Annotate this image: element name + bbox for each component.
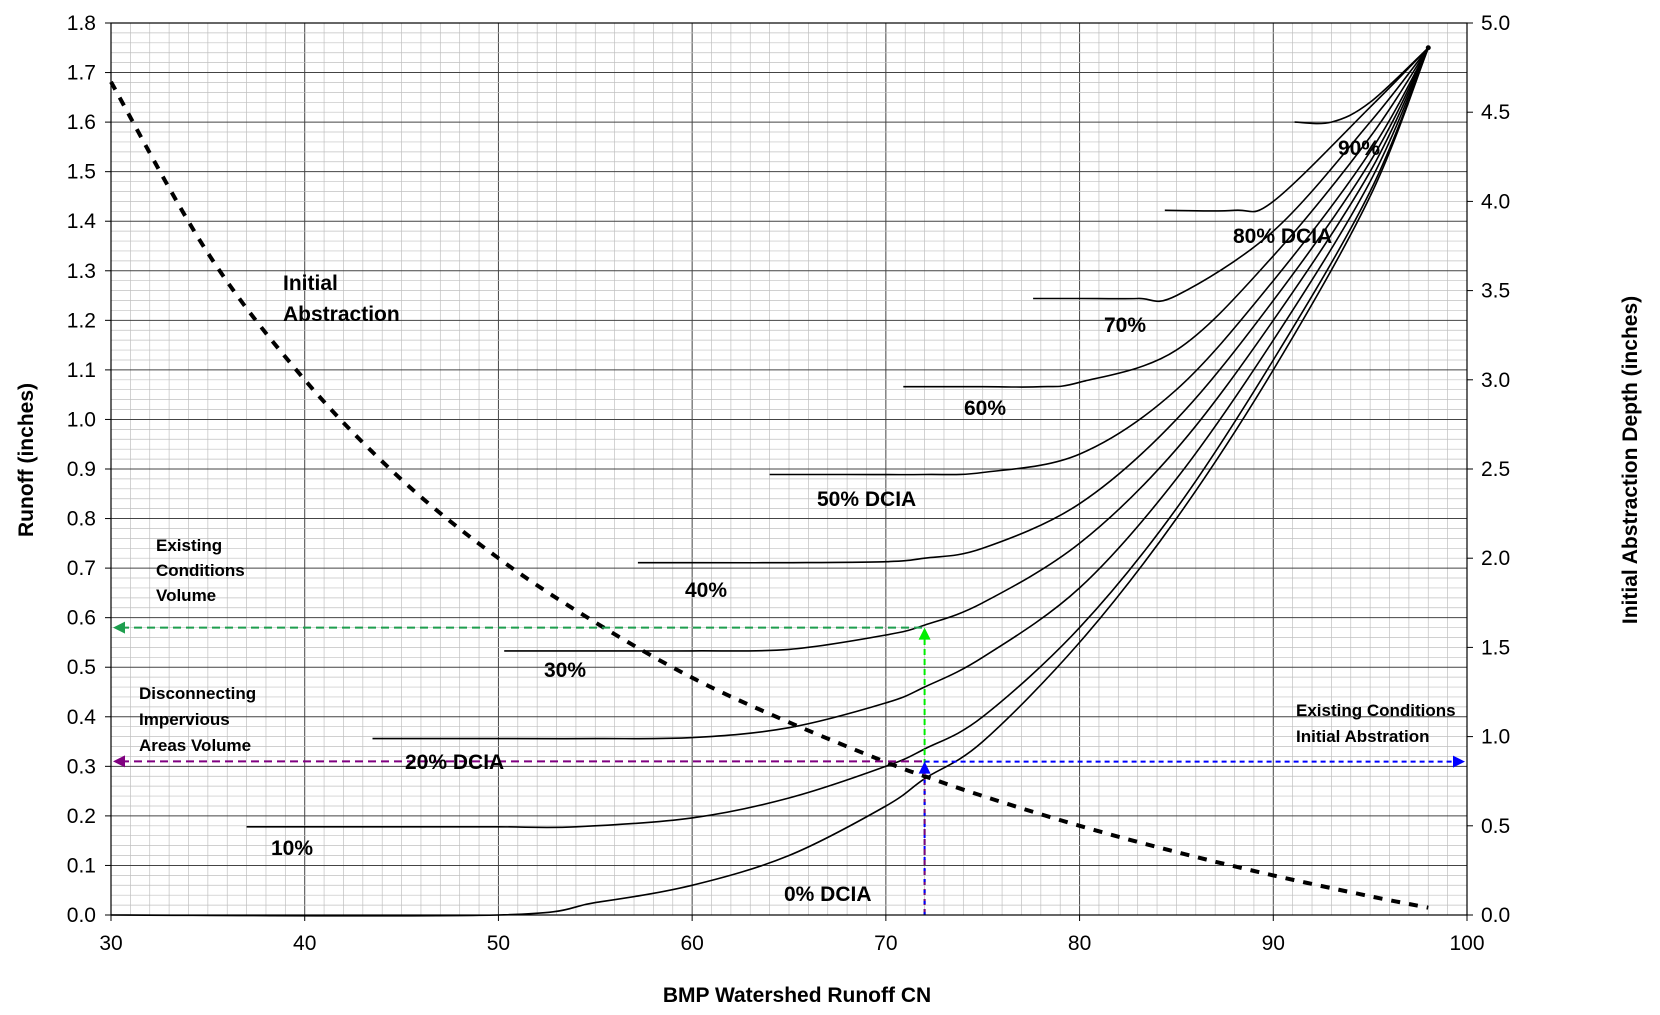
annotation-existing-volume: Conditions: [156, 561, 245, 580]
x-tick-label: 30: [99, 932, 122, 955]
y-tick-label: 0.9: [67, 458, 96, 481]
y2-tick-label: 1.5: [1481, 636, 1510, 659]
x-tick-label: 60: [680, 932, 703, 955]
y-tick-label: 1.8: [67, 12, 96, 35]
y2-tick-label: 2.0: [1481, 547, 1510, 570]
y2-tick-label: 4.5: [1481, 101, 1510, 124]
curve-labels: 0% DCIA 10% 20% DCIA 30% 40% 50% DCIA 60% 70% 80…: [271, 137, 1380, 906]
x-tick-label: 100: [1449, 932, 1484, 955]
y-tick-label: 0.5: [67, 656, 96, 679]
dcia-curve: [246, 47, 1430, 829]
y2-tick-label: 3.5: [1481, 280, 1510, 303]
y2-tick-label: 2.5: [1481, 458, 1510, 481]
dcia-curve: [372, 47, 1430, 740]
y2-tick-label: 1.0: [1481, 726, 1510, 749]
annotations: Initial Abstraction Existing Conditions Volu…: [139, 272, 1456, 755]
green-arrowhead-up: [918, 627, 931, 640]
y2-tick-label: 5.0: [1481, 12, 1510, 35]
curve-label: 20% DCIA: [405, 751, 504, 774]
annotation-existing-ia: Initial Abstration: [1296, 727, 1430, 746]
grid: [110, 22, 1468, 916]
blue-arrowhead-up: [918, 761, 931, 774]
curve-label: 30%: [544, 659, 586, 682]
reference-lines: [113, 621, 1465, 915]
curve-label: 80% DCIA: [1233, 225, 1332, 248]
annotation-disconnecting: Disconnecting: [139, 684, 256, 703]
green-arrowhead-left: [113, 621, 125, 634]
x-tick-label: 80: [1068, 932, 1091, 955]
blue-arrowhead-right: [1453, 755, 1465, 768]
y-tick-label: 0.2: [67, 805, 96, 828]
x-tick-label: 50: [487, 932, 510, 955]
dcia-curve: [1033, 47, 1429, 303]
dcia-curve: [504, 47, 1430, 652]
dcia-curve: [769, 47, 1429, 476]
dcia-curve: [1164, 47, 1429, 213]
x-tick-label: 40: [293, 932, 316, 955]
y-tick-label: 0.4: [67, 706, 97, 729]
y-axis-title: Runoff (inches): [15, 383, 38, 537]
y2-tick-label: 0.0: [1481, 904, 1510, 927]
purple-arrowhead-left: [113, 755, 125, 768]
curve-label: 90%: [1338, 137, 1380, 160]
x-axis-title: BMP Watershed Runoff CN: [663, 984, 931, 1007]
annotation-existing-ia: Existing Conditions: [1296, 701, 1456, 720]
annotation-disconnecting: Areas Volume: [139, 736, 251, 755]
y-tick-label: 1.6: [67, 111, 96, 134]
curve-label: 50% DCIA: [817, 488, 916, 511]
initial-abstraction-curve: [109, 80, 1429, 910]
y-tick-label: 0.8: [67, 508, 96, 531]
curve-label: 60%: [964, 397, 1006, 420]
y-tick-label: 1.0: [67, 408, 96, 431]
annotation-existing-volume: Volume: [156, 586, 216, 605]
y-tick-label: 0.1: [67, 854, 96, 877]
x-tick-label: 90: [1262, 932, 1285, 955]
y-tick-label: 1.5: [67, 161, 96, 184]
curve-label: 0% DCIA: [784, 883, 872, 906]
curve-label: 70%: [1104, 314, 1146, 337]
dcia-curve: [903, 47, 1429, 388]
y-tick-label: 0.0: [67, 904, 96, 927]
annotation-existing-volume: Existing: [156, 536, 222, 555]
dcia-curve: [1294, 47, 1429, 125]
y-tick-label: 1.4: [67, 210, 97, 233]
y-tick-label: 1.3: [67, 260, 96, 283]
y-tick-label: 0.3: [67, 755, 96, 778]
initial-abstraction-curve-group: [109, 80, 1429, 910]
x-tick-label: 70: [874, 932, 897, 955]
y-tick-label: 1.7: [67, 62, 96, 85]
y2-tick-label: 0.5: [1481, 815, 1510, 838]
y-tick-label: 1.2: [67, 309, 96, 332]
annotation-initial-abstraction: Abstraction: [283, 303, 400, 326]
plot-frame: [105, 22, 1473, 921]
dcia-curve: [110, 47, 1430, 917]
annotation-initial-abstraction: Initial: [283, 272, 338, 295]
convergence-point: [1425, 45, 1431, 51]
y2-axis-title: Initial Abstraction Depth (inches): [1619, 296, 1642, 624]
y2-tick-label: 3.0: [1481, 369, 1510, 392]
dcia-curves: [110, 45, 1431, 917]
y-tick-label: 1.1: [67, 359, 96, 382]
y2-tick-label: 4.0: [1481, 190, 1510, 213]
tick-labels: 30 40 50 60 70 80 90 100 0.0 0.1 0.2 0.3 0.4 0.5 0.6 0.…: [67, 12, 1510, 955]
curve-label: 10%: [271, 837, 313, 860]
curve-label: 40%: [685, 579, 727, 602]
dcia-curve: [637, 47, 1430, 564]
annotation-disconnecting: Impervious: [139, 710, 230, 729]
y-tick-label: 0.7: [67, 557, 96, 580]
y-tick-label: 0.6: [67, 607, 96, 630]
